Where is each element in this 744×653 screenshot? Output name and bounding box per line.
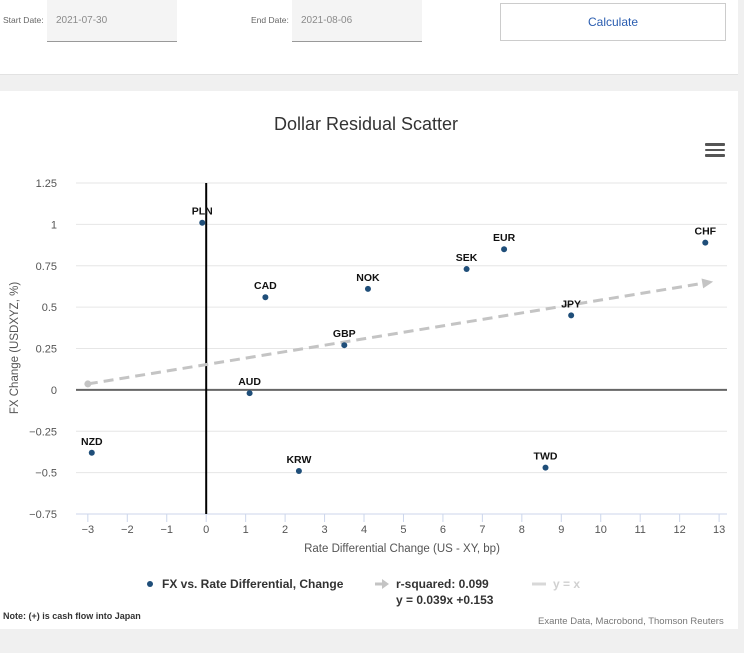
end-date-label: End Date: bbox=[251, 15, 289, 25]
start-date-label: Start Date: bbox=[3, 15, 44, 25]
end-date-input[interactable] bbox=[292, 0, 422, 42]
footer-note: Note: (+) is cash flow into Japan bbox=[3, 611, 141, 621]
chart-panel bbox=[0, 91, 738, 629]
calculate-button[interactable]: Calculate bbox=[500, 3, 726, 41]
hamburger-menu-icon[interactable] bbox=[705, 143, 725, 159]
date-form-panel: Start Date: End Date: Calculate bbox=[0, 0, 738, 75]
start-date-input[interactable] bbox=[47, 0, 177, 42]
source-credits: Exante Data, Macrobond, Thomson Reuters bbox=[538, 616, 724, 627]
